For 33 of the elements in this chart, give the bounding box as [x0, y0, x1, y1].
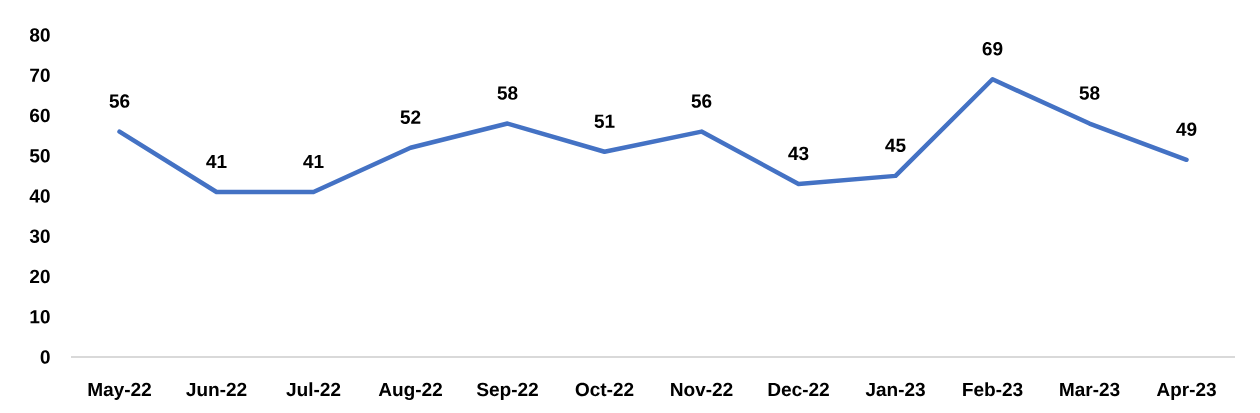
- data-label: 49: [1176, 122, 1197, 136]
- x-tick-label: Jul-22: [286, 382, 341, 397]
- x-tick-label: Aug-22: [378, 382, 442, 401]
- data-label: 41: [206, 154, 227, 168]
- data-label: 56: [691, 94, 712, 108]
- data-label: 43: [788, 146, 809, 161]
- y-tick-label: 20: [30, 269, 50, 284]
- data-label: 58: [497, 86, 518, 100]
- data-label: 56: [109, 94, 130, 108]
- x-tick-label: Feb-23: [963, 382, 1023, 397]
- data-label: 52: [400, 110, 421, 124]
- data-label: 45: [885, 138, 906, 153]
- x-tick-label: Apr-23: [1156, 382, 1216, 400]
- x-tick-label: May-22: [88, 382, 151, 400]
- y-tick-label: 70: [30, 68, 50, 82]
- x-tick-label: Jun-22: [186, 382, 247, 397]
- y-tick-label: 30: [29, 229, 50, 243]
- x-tick-label: Mar-23: [1060, 382, 1120, 397]
- y-tick-label: 40: [29, 189, 50, 203]
- data-label: 69: [982, 42, 1003, 56]
- x-tick-label: Jan-23: [865, 382, 925, 397]
- data-label: 58: [1079, 86, 1100, 100]
- data-label: 41: [303, 154, 324, 168]
- y-tick-label: 80: [29, 28, 50, 42]
- y-tick-label: 0: [40, 350, 50, 364]
- x-tick-label: Dec-22: [768, 382, 829, 397]
- y-tick-label: 60: [30, 108, 50, 123]
- y-tick-label: 50: [29, 149, 50, 163]
- data-label: 51: [594, 114, 615, 128]
- x-tick-label: Oct-22: [575, 382, 634, 397]
- x-tick-label: Nov-22: [671, 382, 733, 397]
- x-tick-label: Sep-22: [476, 382, 538, 400]
- y-tick-label: 10: [30, 310, 50, 324]
